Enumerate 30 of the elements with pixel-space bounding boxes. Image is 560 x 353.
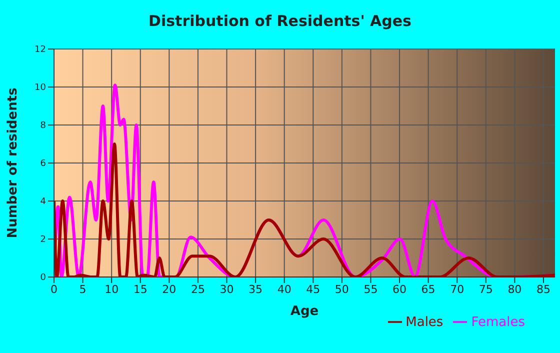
x-tick-label: 20 (162, 282, 176, 296)
y-tick-label: 0 (40, 273, 46, 284)
x-tick-label: 30 (220, 282, 234, 296)
x-tick-label: 80 (508, 282, 522, 296)
x-tick-label: 70 (450, 282, 464, 296)
y-tick-label: 10 (34, 83, 46, 94)
x-tick-label: 60 (392, 282, 407, 296)
x-axis-title: Age (290, 304, 319, 319)
legend-label: Males (406, 315, 444, 330)
x-tick-label: 25 (190, 282, 205, 296)
x-tick-label: 15 (133, 282, 148, 296)
x-tick-label: 65 (421, 282, 436, 296)
x-tick-label: 55 (364, 282, 378, 296)
x-tick-label: 50 (334, 282, 349, 296)
y-tick-label: 8 (40, 121, 46, 132)
x-tick-label: 40 (277, 282, 292, 296)
y-tick-label: 2 (40, 235, 46, 246)
x-tick-label: 35 (248, 282, 263, 296)
chart-title: Distribution of Residents' Ages (148, 12, 412, 30)
y-tick-label: 4 (40, 197, 46, 208)
x-tick-label: 5 (79, 282, 86, 296)
y-axis-title: Number of residents (6, 87, 21, 238)
x-tick-label: 0 (50, 282, 58, 296)
y-tick-label: 12 (34, 45, 46, 56)
x-tick-label: 10 (104, 282, 119, 296)
x-tick-label: 85 (536, 282, 550, 296)
x-tick-label: 75 (478, 282, 493, 296)
legend-label: Females (471, 315, 525, 330)
y-tick-label: 6 (40, 159, 46, 170)
x-tick-label: 45 (306, 282, 320, 296)
